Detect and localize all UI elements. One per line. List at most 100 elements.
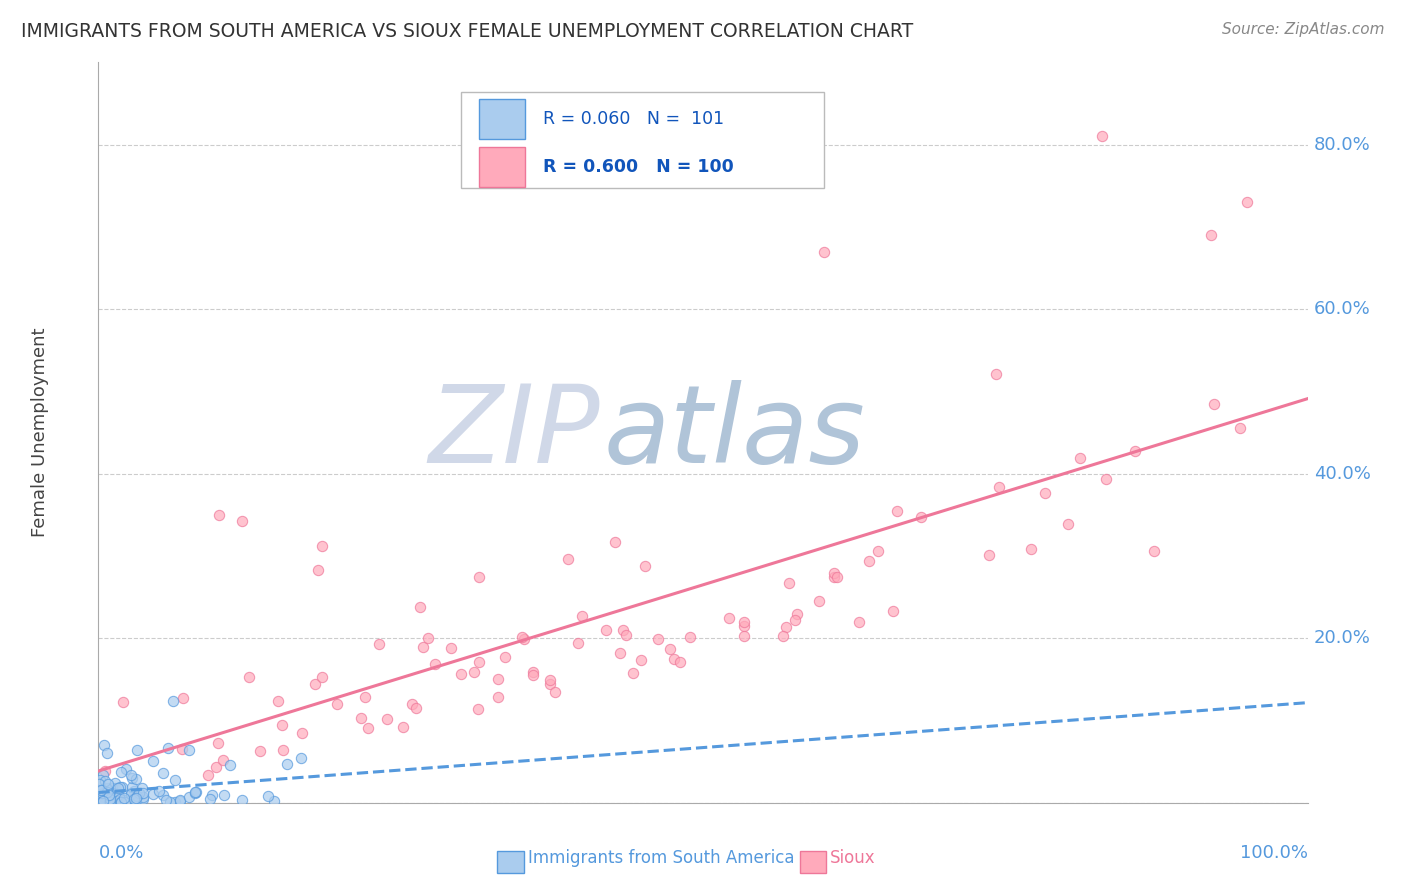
- Point: [155, 793, 177, 807]
- Point: [91, 793, 114, 807]
- Point: [231, 793, 253, 807]
- Point: [152, 789, 174, 803]
- Point: [1091, 129, 1114, 144]
- Point: [326, 697, 349, 711]
- Point: [494, 649, 516, 664]
- Point: [270, 718, 292, 732]
- Point: [103, 787, 125, 801]
- Point: [256, 789, 278, 803]
- Point: [510, 631, 533, 645]
- Point: [513, 632, 536, 646]
- Point: [271, 743, 294, 757]
- Point: [1236, 195, 1258, 210]
- Point: [90, 793, 112, 807]
- Text: 40.0%: 40.0%: [1313, 465, 1371, 483]
- Text: 20.0%: 20.0%: [1313, 629, 1371, 648]
- Point: [219, 758, 242, 772]
- Point: [94, 790, 117, 805]
- Point: [910, 510, 932, 524]
- Point: [125, 790, 148, 805]
- Point: [115, 762, 138, 776]
- Point: [97, 777, 120, 791]
- Point: [198, 792, 221, 806]
- Point: [112, 791, 135, 805]
- Point: [375, 712, 398, 726]
- Text: R = 0.060   N =  101: R = 0.060 N = 101: [543, 110, 724, 128]
- Point: [121, 780, 143, 794]
- Point: [100, 795, 122, 809]
- Point: [91, 789, 114, 803]
- FancyBboxPatch shape: [479, 147, 526, 187]
- Point: [1069, 451, 1091, 466]
- Point: [89, 793, 111, 807]
- Point: [882, 604, 904, 618]
- Point: [98, 796, 121, 810]
- Point: [90, 783, 112, 797]
- Point: [522, 667, 544, 681]
- Point: [609, 646, 631, 660]
- Point: [775, 620, 797, 634]
- Point: [121, 771, 143, 785]
- Point: [205, 760, 228, 774]
- Point: [368, 637, 391, 651]
- Point: [231, 514, 253, 528]
- Point: [468, 655, 491, 669]
- Point: [100, 793, 122, 807]
- Point: [100, 792, 122, 806]
- Point: [544, 685, 567, 699]
- Point: [128, 786, 150, 800]
- Point: [120, 787, 142, 801]
- Point: [110, 795, 132, 809]
- Point: [98, 795, 121, 809]
- Point: [124, 792, 146, 806]
- Point: [595, 623, 617, 637]
- Point: [122, 784, 145, 798]
- Point: [307, 563, 329, 577]
- Point: [276, 757, 298, 772]
- Point: [858, 554, 880, 568]
- Point: [152, 766, 174, 780]
- Point: [179, 743, 201, 757]
- Text: IMMIGRANTS FROM SOUTH AMERICA VS SIOUX FEMALE UNEMPLOYMENT CORRELATION CHART: IMMIGRANTS FROM SOUTH AMERICA VS SIOUX F…: [21, 22, 914, 41]
- Point: [91, 786, 114, 800]
- Point: [142, 787, 165, 801]
- Point: [630, 653, 652, 667]
- Point: [1035, 486, 1057, 500]
- Point: [786, 607, 808, 621]
- Point: [98, 788, 121, 802]
- Point: [110, 765, 132, 780]
- Point: [304, 677, 326, 691]
- Text: atlas: atlas: [603, 380, 866, 485]
- Point: [120, 786, 142, 800]
- Point: [108, 780, 131, 794]
- Point: [1123, 443, 1146, 458]
- Point: [208, 508, 231, 522]
- Point: [169, 795, 191, 809]
- Point: [98, 793, 121, 807]
- Point: [659, 642, 682, 657]
- Point: [249, 744, 271, 758]
- Point: [111, 696, 134, 710]
- Point: [105, 794, 128, 808]
- Point: [110, 795, 132, 809]
- Point: [156, 741, 179, 756]
- Point: [108, 789, 131, 803]
- Point: [311, 670, 333, 684]
- Point: [124, 791, 146, 805]
- Point: [290, 751, 312, 765]
- Point: [125, 796, 148, 810]
- Point: [214, 788, 236, 802]
- Point: [207, 736, 229, 750]
- Point: [808, 594, 831, 608]
- Point: [93, 738, 115, 752]
- Point: [538, 677, 561, 691]
- Point: [89, 787, 111, 801]
- Point: [778, 576, 800, 591]
- Point: [571, 609, 593, 624]
- Point: [291, 726, 314, 740]
- Text: R = 0.600   N = 100: R = 0.600 N = 100: [543, 158, 734, 176]
- FancyBboxPatch shape: [498, 851, 524, 873]
- Point: [357, 722, 380, 736]
- Point: [111, 780, 134, 795]
- Point: [987, 479, 1010, 493]
